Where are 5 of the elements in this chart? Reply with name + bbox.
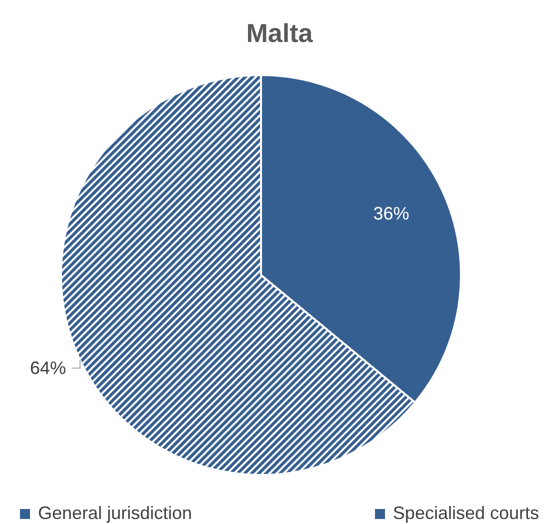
legend-label: Specialised courts	[392, 503, 539, 524]
chart-title: Malta	[245, 18, 314, 49]
legend-label: General jurisdiction	[37, 503, 192, 524]
data-label: 64%	[30, 358, 66, 378]
data-label: 36%	[373, 204, 410, 224]
